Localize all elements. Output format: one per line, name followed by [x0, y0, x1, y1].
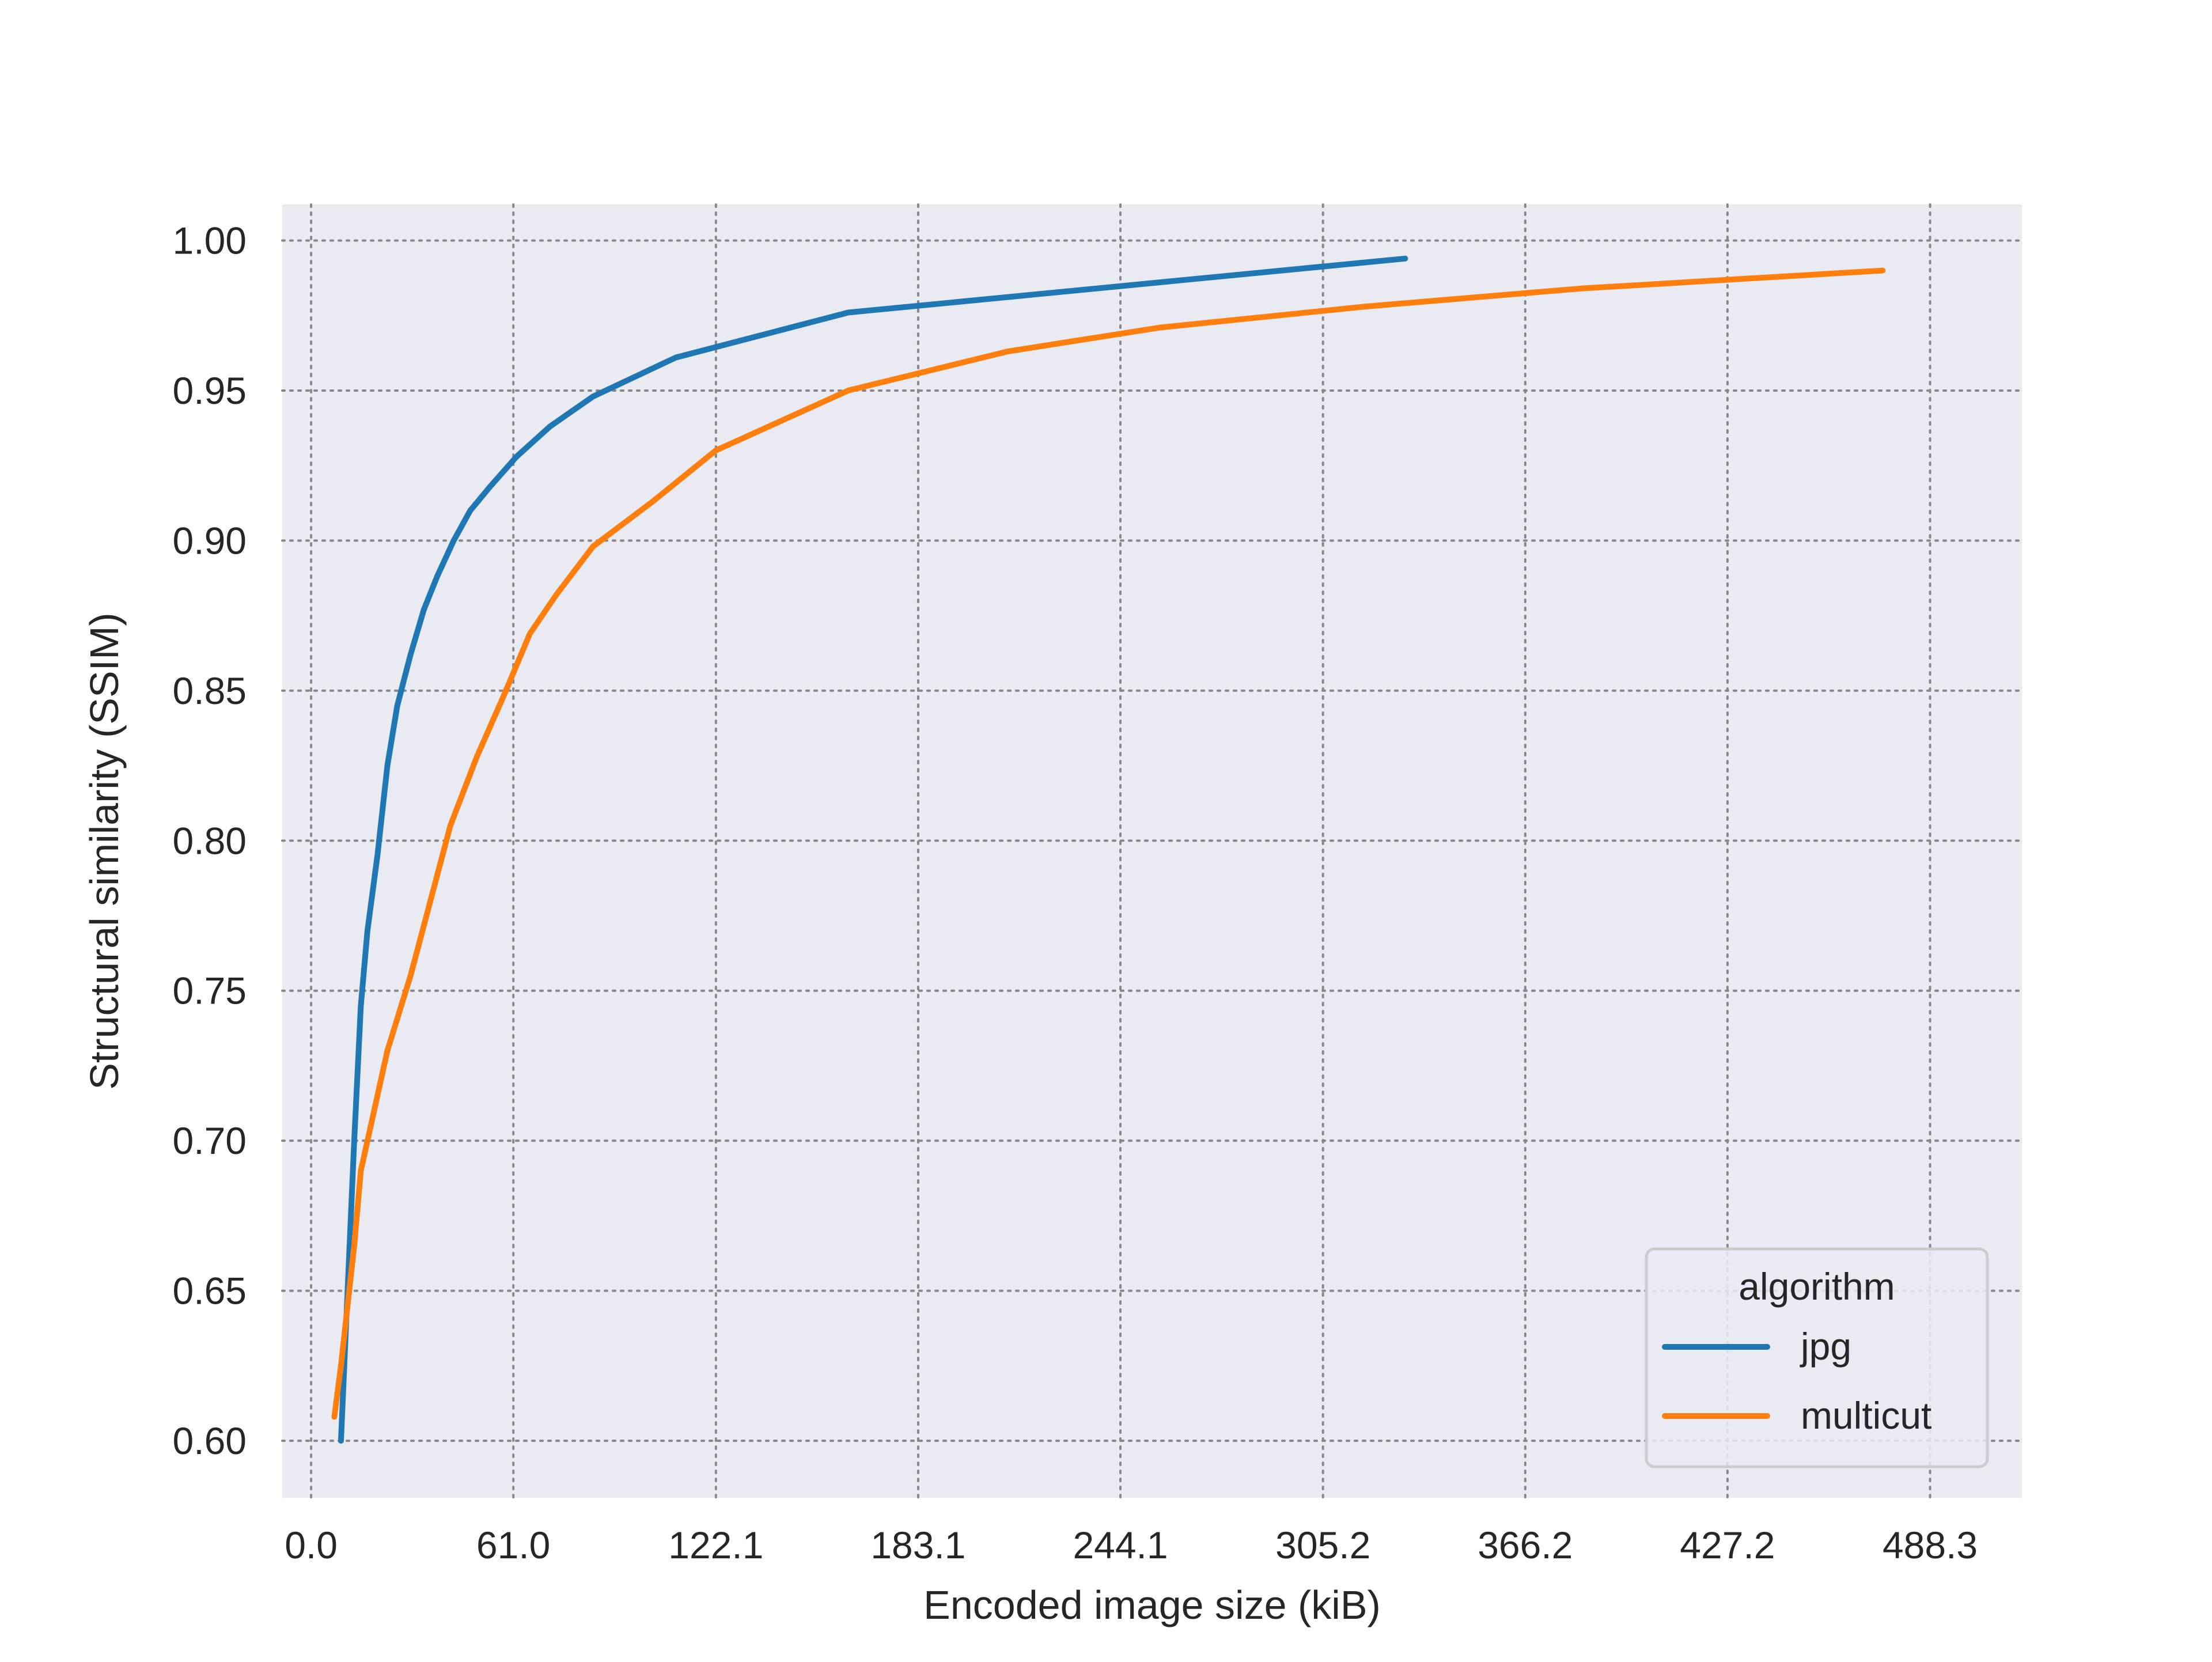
x-tick-label: 305.2 — [1275, 1524, 1370, 1566]
y-tick-label: 0.70 — [173, 1119, 247, 1162]
legend: algorithm jpg multicut — [1645, 1247, 1989, 1468]
x-tick-label: 244.1 — [1073, 1524, 1168, 1566]
legend-entries: jpg multicut — [1662, 1325, 1931, 1437]
x-axis-label: Encoded image size (kiB) — [923, 1583, 1381, 1627]
x-tick-label: 488.3 — [1883, 1524, 1978, 1566]
y-tick-label: 0.85 — [173, 669, 247, 712]
x-tick-label: 61.0 — [476, 1524, 550, 1566]
y-tick-label: 0.60 — [173, 1419, 247, 1462]
y-tick-label: 0.80 — [173, 819, 247, 862]
y-axis-label: Structural similarity (SSIM) — [82, 612, 127, 1089]
x-tick-label: 183.1 — [870, 1524, 965, 1566]
grid-layer — [281, 203, 2023, 1499]
legend-title: algorithm — [1738, 1265, 1895, 1308]
x-tick-label: 0.0 — [285, 1524, 338, 1566]
series-layer — [331, 255, 1886, 1444]
x-tick-label: 122.1 — [668, 1524, 763, 1566]
x-tick-label: 427.2 — [1680, 1524, 1775, 1566]
legend-box — [1645, 1247, 1989, 1468]
y-tick-label: 0.65 — [173, 1270, 247, 1312]
series-line-multicut — [331, 267, 1886, 1420]
y-tick-label: 0.90 — [173, 519, 247, 562]
y-tick-label: 0.95 — [173, 369, 247, 412]
y-tick-label: 0.75 — [173, 970, 247, 1012]
y-tick-label: 1.00 — [173, 219, 247, 262]
series-line-jpg — [338, 255, 1408, 1444]
x-tick-label: 366.2 — [1478, 1524, 1573, 1566]
legend-label-jpg: jpg — [1800, 1325, 1851, 1368]
tick-layer: 0.0 61.0 122.1 183.1 244.1 305.2 366.2 427.2 488… — [173, 219, 1978, 1566]
legend-label-multicut: multicut — [1801, 1394, 1931, 1437]
